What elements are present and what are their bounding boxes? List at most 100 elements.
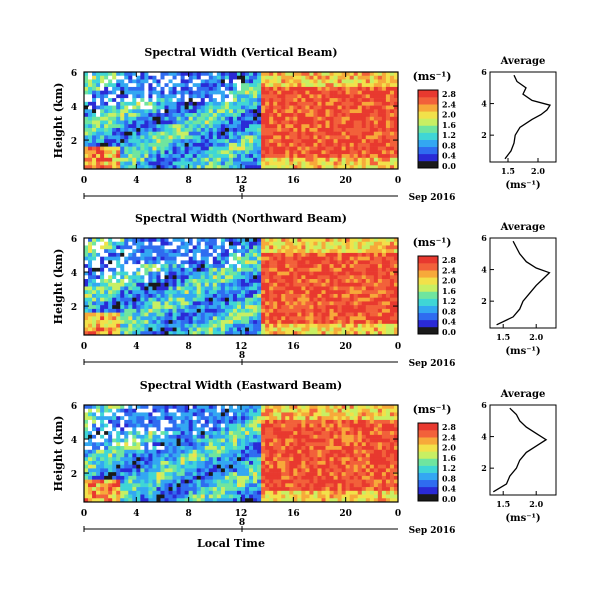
- heatmap-cell: [204, 238, 210, 243]
- heatmap-cell: [92, 157, 97, 162]
- heatmap-cell: [116, 165, 121, 170]
- heatmap-cell: [257, 101, 262, 106]
- heatmap-cell: [337, 98, 342, 103]
- heatmap-cell: [148, 293, 153, 298]
- heatmap-cell: [128, 293, 133, 298]
- heatmap-cell: [184, 316, 189, 321]
- heatmap-cell: [325, 116, 330, 121]
- heatmap-cell: [132, 142, 137, 147]
- heatmap-cell: [204, 116, 210, 121]
- heatmap-cell: [285, 305, 290, 310]
- heatmap-cell: [156, 98, 161, 103]
- heatmap-cell: [136, 412, 141, 417]
- heatmap-cell: [152, 460, 157, 465]
- heatmap-cell: [156, 139, 161, 144]
- heatmap-cell: [180, 331, 185, 336]
- heatmap-cell: [385, 109, 391, 114]
- heatmap-cell: [140, 487, 145, 492]
- heatmap-cell: [104, 72, 109, 77]
- heatmap-cell: [184, 442, 189, 447]
- heatmap-cell: [188, 90, 193, 95]
- heatmap-cell: [184, 131, 189, 136]
- heatmap-cell: [104, 483, 109, 488]
- heatmap-cell: [100, 483, 105, 488]
- heatmap-cell: [132, 494, 137, 499]
- heatmap-cell: [232, 267, 238, 272]
- heatmap-cell: [220, 271, 226, 276]
- heatmap-cell: [385, 305, 391, 310]
- heatmap-cell: [313, 109, 318, 114]
- heatmap-cell: [369, 327, 375, 332]
- heatmap-cell: [369, 260, 375, 265]
- heatmap-cell: [393, 127, 399, 132]
- heatmap-cell: [377, 135, 383, 140]
- heatmap-cell: [140, 260, 145, 265]
- heatmap-cell: [132, 113, 137, 118]
- heatmap-cell: [204, 252, 210, 257]
- heatmap-cell: [245, 312, 250, 317]
- heatmap-cell: [212, 260, 218, 265]
- heatmap-cell: [329, 282, 334, 287]
- heatmap-cell: [172, 446, 177, 451]
- heatmap-cell: [184, 490, 189, 495]
- heatmap-cell: [180, 150, 185, 155]
- heatmap-cell: [152, 449, 157, 454]
- heatmap-cell: [212, 271, 218, 276]
- heatmap-cell: [337, 154, 342, 159]
- heatmap-cell: [329, 256, 334, 261]
- heatmap-cell: [132, 331, 137, 336]
- heatmap-cell: [192, 161, 198, 166]
- heatmap-cell: [160, 293, 165, 298]
- heatmap-cell: [192, 412, 198, 417]
- heatmap-cell: [160, 241, 165, 246]
- heatmap-cell: [216, 249, 222, 254]
- heatmap-cell: [236, 98, 242, 103]
- heatmap-cell: [100, 286, 105, 291]
- heatmap-cell: [208, 316, 214, 321]
- heatmap-cell: [241, 109, 246, 114]
- heatmap-cell: [341, 94, 346, 99]
- heatmap-cell: [176, 86, 181, 91]
- heatmap-cell: [144, 405, 149, 410]
- heatmap-cell: [305, 135, 310, 140]
- heatmap-cell: [116, 139, 121, 144]
- heatmap-cell: [301, 308, 306, 313]
- heatmap-cell: [104, 154, 109, 159]
- heatmap-cell: [357, 245, 363, 250]
- heatmap-cell: [84, 241, 89, 246]
- heatmap-cell: [381, 72, 387, 77]
- heatmap-cell: [241, 320, 246, 325]
- heatmap-cell: [365, 290, 371, 295]
- heatmap-cell: [317, 260, 322, 265]
- heatmap-cell: [273, 252, 278, 257]
- heatmap-cell: [208, 105, 214, 110]
- heatmap-cell: [269, 256, 274, 261]
- heatmap-cell: [120, 494, 125, 499]
- heatmap-cell: [245, 256, 250, 261]
- heatmap-cell: [317, 286, 322, 291]
- heatmap-cell: [192, 83, 198, 88]
- heatmap-cell: [369, 161, 375, 166]
- heatmap-cell: [212, 161, 218, 166]
- heatmap-cell: [241, 161, 246, 166]
- heatmap-cell: [273, 142, 278, 147]
- heatmap-cell: [265, 327, 270, 332]
- heatmap-cell: [116, 419, 121, 424]
- heatmap-cell: [152, 286, 157, 291]
- heatmap-cell: [357, 113, 363, 118]
- heatmap-cell: [220, 127, 226, 132]
- heatmap-cell: [353, 79, 359, 84]
- heatmap-cell: [228, 275, 234, 280]
- heatmap-cell: [120, 297, 125, 302]
- heatmap-cell: [92, 453, 97, 458]
- heatmap-cell: [172, 135, 177, 140]
- heatmap-cell: [357, 86, 363, 91]
- heatmap-cell: [313, 154, 318, 159]
- heatmap-cell: [156, 479, 161, 484]
- heatmap-cell: [104, 472, 109, 477]
- heatmap-cell: [224, 157, 230, 162]
- heatmap-cell: [245, 327, 250, 332]
- heatmap-cell: [317, 109, 322, 114]
- heatmap-cell: [152, 279, 157, 284]
- heatmap-cell: [305, 271, 310, 276]
